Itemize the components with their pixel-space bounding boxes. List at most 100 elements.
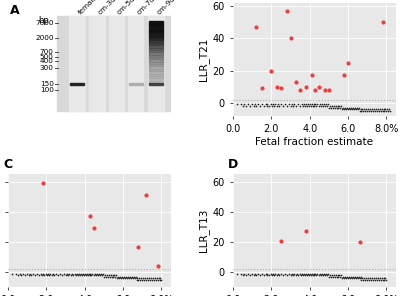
Point <box>94 271 100 276</box>
Point <box>311 273 318 277</box>
Point <box>324 104 330 108</box>
Point <box>278 86 284 91</box>
Point <box>354 107 361 112</box>
Point <box>251 104 257 108</box>
Point <box>102 273 108 277</box>
Point <box>352 107 359 112</box>
Point <box>118 276 124 281</box>
Bar <box>148 17 164 111</box>
Point <box>146 276 152 281</box>
Point <box>264 271 271 276</box>
Point <box>262 102 269 107</box>
Point <box>371 276 377 281</box>
Point <box>85 271 92 276</box>
Point <box>122 276 128 281</box>
Point <box>251 273 257 277</box>
Point <box>349 276 355 281</box>
Point <box>247 104 254 108</box>
Point <box>91 226 98 231</box>
Point <box>26 273 32 277</box>
Point <box>252 102 258 107</box>
Point <box>154 277 161 282</box>
Point <box>84 273 91 277</box>
Point <box>349 107 355 112</box>
Point <box>364 109 370 113</box>
Point <box>150 276 156 281</box>
Point <box>376 277 382 282</box>
Point <box>369 107 375 112</box>
X-axis label: Fetal fraction estimate: Fetal fraction estimate <box>256 137 374 147</box>
Point <box>46 273 52 277</box>
Point <box>295 102 301 107</box>
Point <box>320 104 326 108</box>
Point <box>312 102 319 107</box>
Point <box>119 274 125 279</box>
Text: 400: 400 <box>40 59 54 65</box>
Point <box>66 271 72 276</box>
Point <box>89 271 96 276</box>
Point <box>314 271 320 276</box>
Point <box>266 273 273 277</box>
Point <box>28 273 34 277</box>
Text: 150: 150 <box>40 81 54 87</box>
Point <box>241 271 248 276</box>
Point <box>274 84 280 89</box>
Text: 300: 300 <box>40 65 54 71</box>
Point <box>342 274 348 279</box>
Point <box>383 109 390 113</box>
Point <box>275 102 281 107</box>
Point <box>88 273 95 277</box>
Point <box>128 276 134 281</box>
Point <box>370 109 376 113</box>
Point <box>47 271 53 276</box>
Point <box>378 277 384 282</box>
Point <box>295 273 301 277</box>
Point <box>354 274 360 279</box>
Bar <box>149 50 163 52</box>
Point <box>271 104 278 108</box>
Point <box>318 273 324 277</box>
Bar <box>149 29 163 31</box>
Point <box>304 102 311 107</box>
Point <box>313 273 320 277</box>
Point <box>328 273 335 277</box>
Point <box>373 107 379 112</box>
Bar <box>149 69 163 71</box>
Point <box>366 277 372 282</box>
Point <box>360 277 366 282</box>
Point <box>101 274 107 279</box>
Point <box>284 104 290 108</box>
Point <box>289 271 296 276</box>
Bar <box>149 31 163 33</box>
Point <box>358 277 365 282</box>
Point <box>27 271 33 276</box>
Point <box>252 271 258 276</box>
Point <box>306 273 312 277</box>
Point <box>130 274 137 279</box>
Point <box>306 102 313 107</box>
Bar <box>149 57 163 59</box>
Point <box>319 102 325 107</box>
Y-axis label: LLR_T13: LLR_T13 <box>198 209 210 252</box>
Y-axis label: LLR_T21: LLR_T21 <box>198 38 210 81</box>
Point <box>253 273 259 277</box>
Point <box>303 102 309 107</box>
Point <box>348 105 354 110</box>
Point <box>297 88 303 92</box>
Point <box>73 273 79 277</box>
Point <box>262 271 269 276</box>
Point <box>322 273 328 277</box>
Point <box>260 273 267 277</box>
Point <box>247 273 254 277</box>
Text: 700: 700 <box>40 49 54 55</box>
Point <box>141 277 147 282</box>
Point <box>358 109 365 113</box>
Point <box>276 273 282 277</box>
Point <box>280 104 286 108</box>
Point <box>365 107 371 112</box>
Point <box>365 276 371 281</box>
Bar <box>149 38 163 41</box>
Bar <box>149 78 163 81</box>
Point <box>78 271 84 276</box>
Point <box>43 271 50 276</box>
